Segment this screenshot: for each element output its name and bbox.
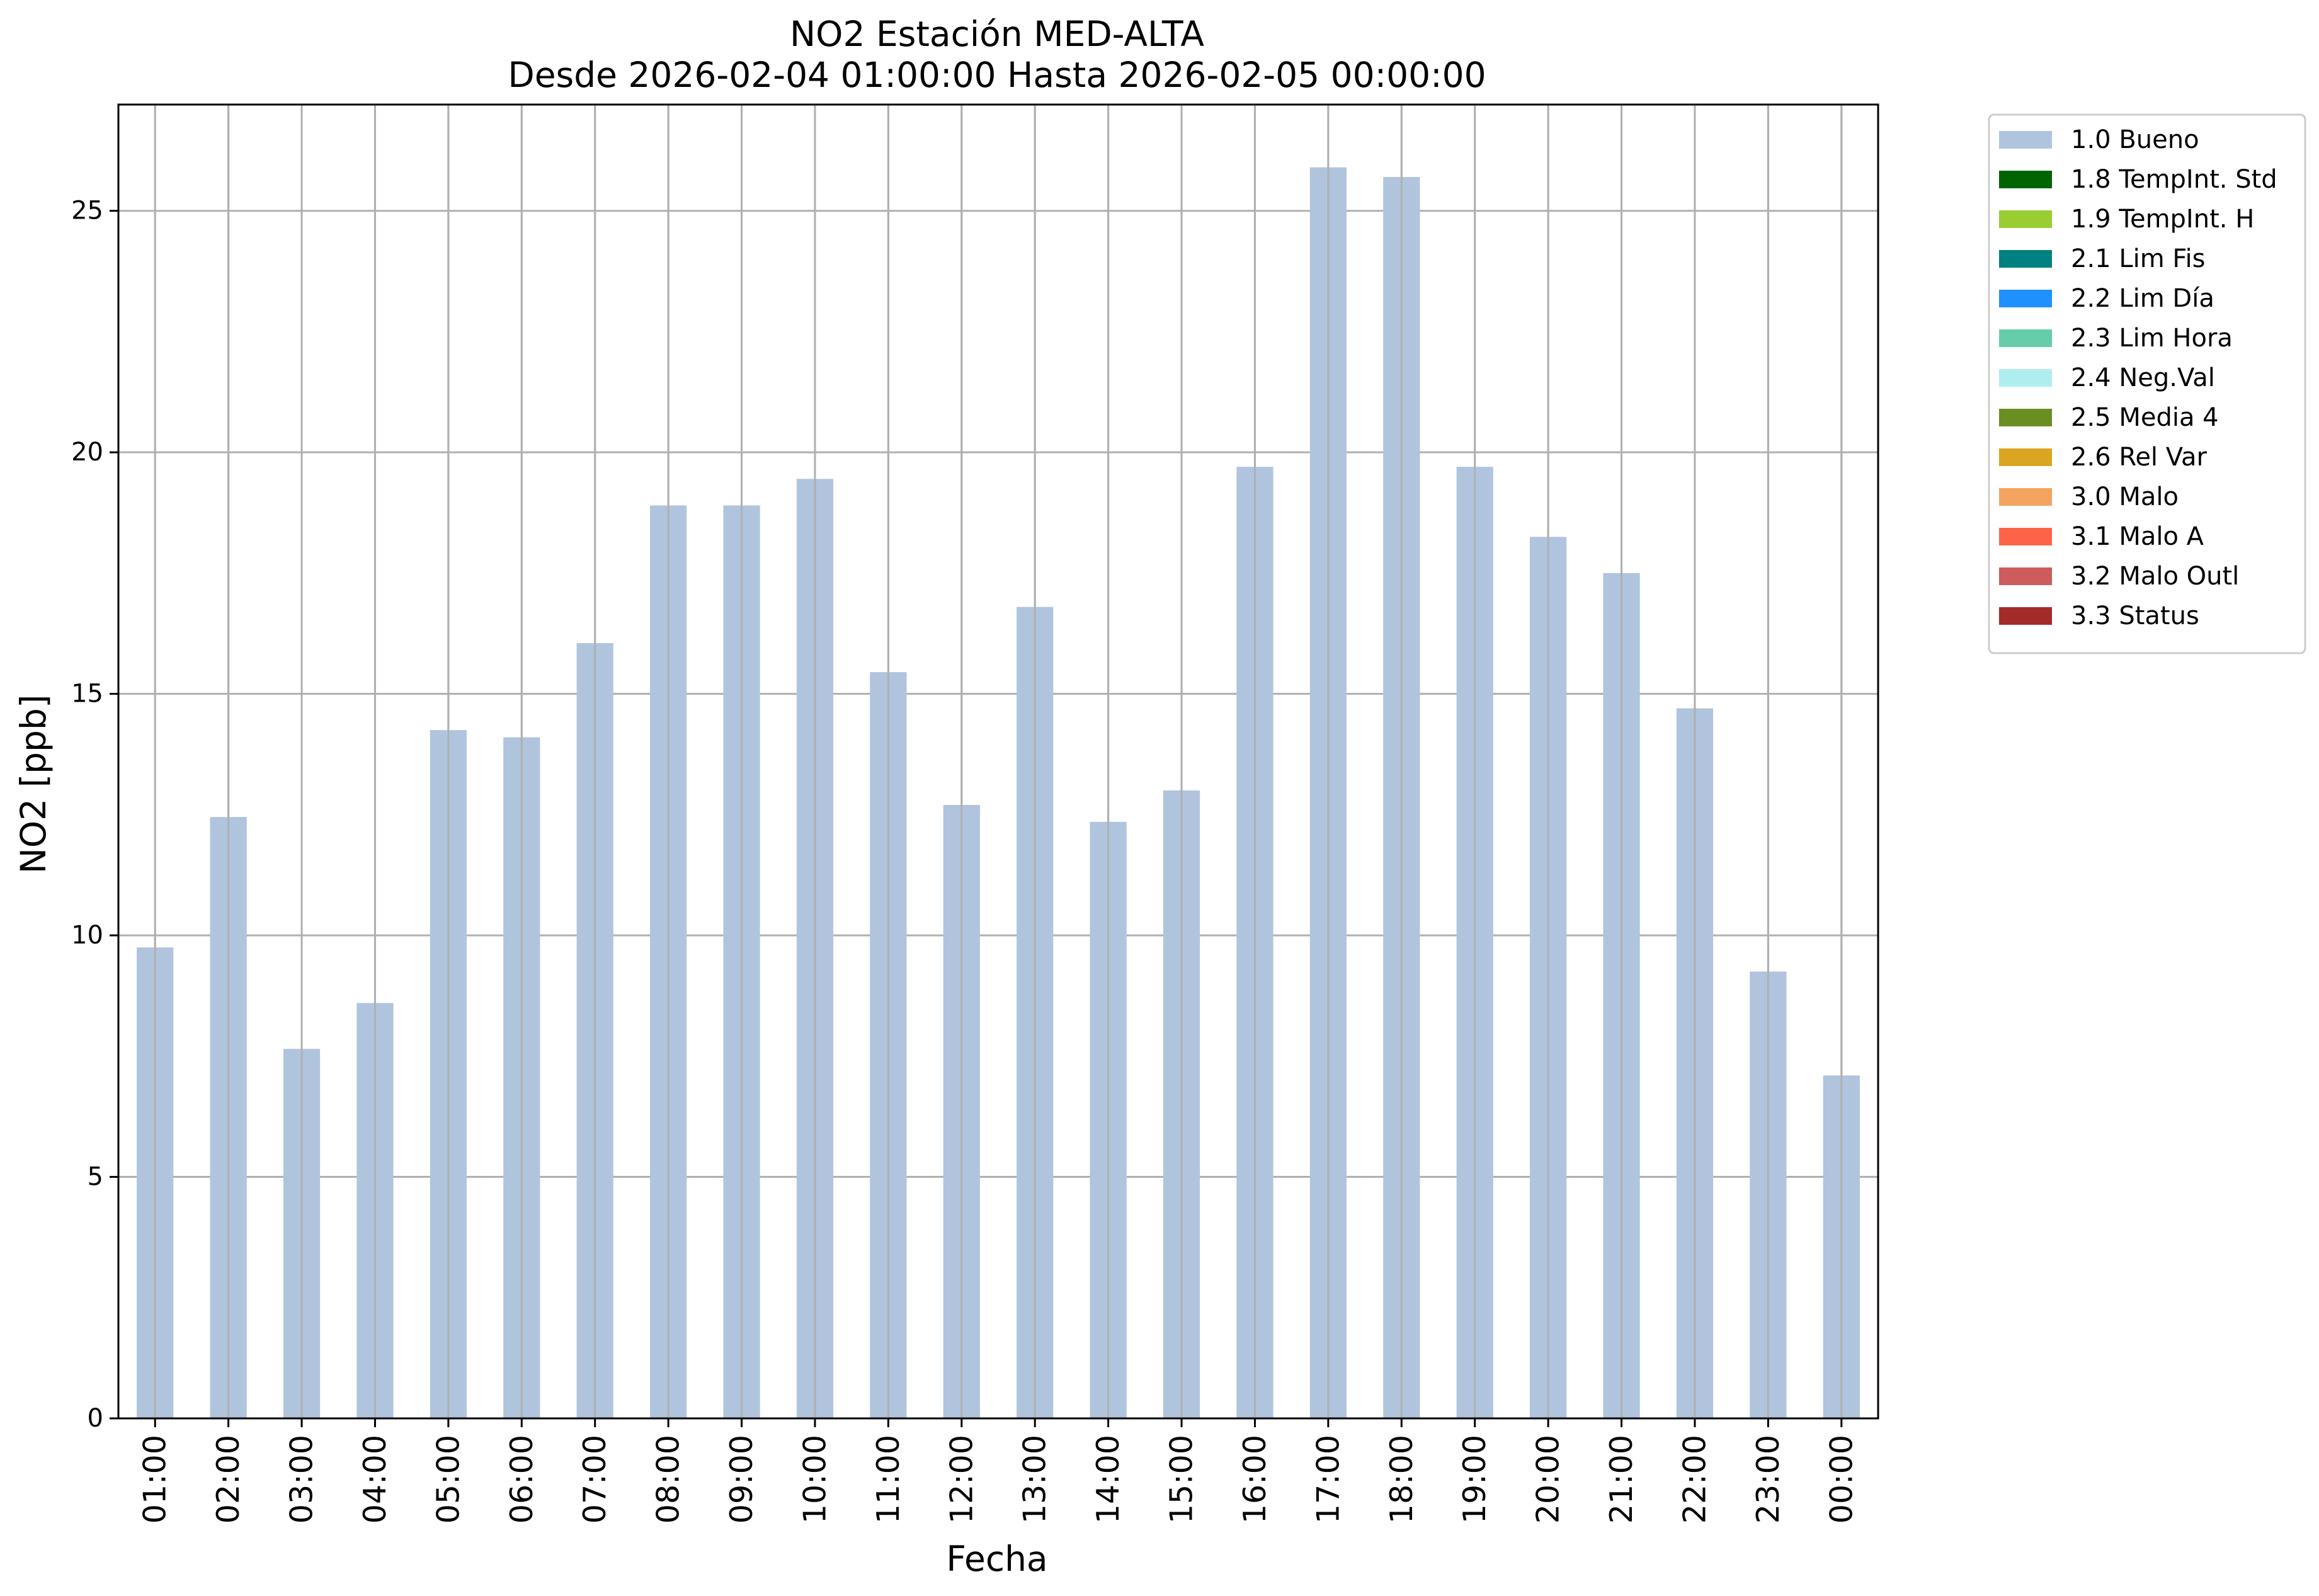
chart-subtitle: Desde 2026-02-04 01:00:00 Hasta 2026-02-… <box>508 55 1486 95</box>
y-tick-label: 0 <box>88 1404 103 1433</box>
legend-label: 2.5 Media 4 <box>2071 403 2219 432</box>
legend-label: 2.3 Lim Hora <box>2071 324 2233 353</box>
legend-swatch <box>1999 488 2052 506</box>
x-tick-label: 01:00 <box>137 1435 173 1524</box>
legend-swatch <box>1999 250 2052 268</box>
x-tick-label: 16:00 <box>1237 1435 1273 1524</box>
legend-label: 2.4 Neg.Val <box>2071 363 2215 392</box>
legend-label: 2.2 Lim Día <box>2071 284 2214 313</box>
legend-swatch <box>1999 448 2052 466</box>
axes <box>110 103 1879 1427</box>
legend-swatch <box>1999 409 2052 426</box>
y-tick-label: 5 <box>88 1163 103 1192</box>
x-tick-label: 14:00 <box>1090 1435 1126 1524</box>
x-tick-label: 03:00 <box>284 1435 320 1524</box>
y-tick-label: 20 <box>71 438 103 467</box>
legend-swatch <box>1999 567 2052 585</box>
legend-frame <box>1988 113 2306 654</box>
x-tick-label: 15:00 <box>1164 1435 1200 1524</box>
y-tick-label: 10 <box>71 921 103 950</box>
bars <box>137 105 1860 1419</box>
y-tick-label: 15 <box>71 680 103 709</box>
legend-swatch <box>1999 329 2052 347</box>
x-tick-label: 12:00 <box>943 1435 979 1524</box>
legend-swatch <box>1999 210 2052 228</box>
legend-label: 2.6 Rel Var <box>2071 443 2208 472</box>
legend-label: 2.1 Lim Fis <box>2071 244 2205 273</box>
plot-frame <box>117 103 1879 1420</box>
legend-label: 3.2 Malo Outl <box>2071 562 2239 591</box>
legend-swatch <box>1999 290 2052 307</box>
x-tick-label: 13:00 <box>1017 1435 1053 1524</box>
legend: 1.0 Bueno 1.8 TempInt. Std 1.9 TempInt. H 2… <box>1988 113 2306 654</box>
legend-label: 1.8 TempInt. Std <box>2071 165 2277 194</box>
x-tick-label: 09:00 <box>724 1435 760 1524</box>
legend-label: 3.0 Malo <box>2071 482 2179 511</box>
legend-label: 3.3 Status <box>2071 601 2199 630</box>
x-tick-label: 08:00 <box>651 1435 687 1524</box>
y-tick-label: 25 <box>71 197 103 225</box>
x-axis-label: Fecha <box>946 1539 1047 1579</box>
tick-labels: 01:00 02:00 03:00 04:00 05:00 06:00 07:00 08:00… <box>71 197 1859 1524</box>
x-tick-label: 04:00 <box>357 1435 393 1524</box>
chart-title: NO2 Estación MED-ALTA <box>790 14 1204 54</box>
x-tick-label: 07:00 <box>577 1435 613 1524</box>
legend-label: 1.0 Bueno <box>2071 125 2199 154</box>
x-tick-label: 10:00 <box>797 1435 833 1524</box>
x-tick-label: 06:00 <box>504 1435 540 1524</box>
x-tick-label: 19:00 <box>1457 1435 1493 1524</box>
x-tick-label: 11:00 <box>870 1435 906 1524</box>
x-tick-label: 17:00 <box>1310 1435 1346 1524</box>
legend-label: 1.9 TempInt. H <box>2071 205 2254 234</box>
x-tick-label: 02:00 <box>210 1435 246 1524</box>
x-tick-label: 18:00 <box>1384 1435 1420 1524</box>
x-tick-label: 23:00 <box>1750 1435 1786 1524</box>
legend-swatch <box>1999 369 2052 387</box>
x-tick-label: 20:00 <box>1530 1435 1566 1524</box>
x-tick-label: 22:00 <box>1677 1435 1712 1524</box>
legend-swatch <box>1999 171 2052 188</box>
legend-swatch <box>1999 607 2052 625</box>
y-axis-label: NO2 [ppb] <box>13 695 54 874</box>
x-tick-label: 05:00 <box>430 1435 466 1524</box>
x-tick-label: 00:00 <box>1823 1435 1859 1524</box>
legend-label: 3.1 Malo A <box>2071 522 2204 551</box>
legend-swatch <box>1999 528 2052 545</box>
x-tick-label: 21:00 <box>1604 1435 1639 1524</box>
legend-swatch <box>1999 131 2052 149</box>
